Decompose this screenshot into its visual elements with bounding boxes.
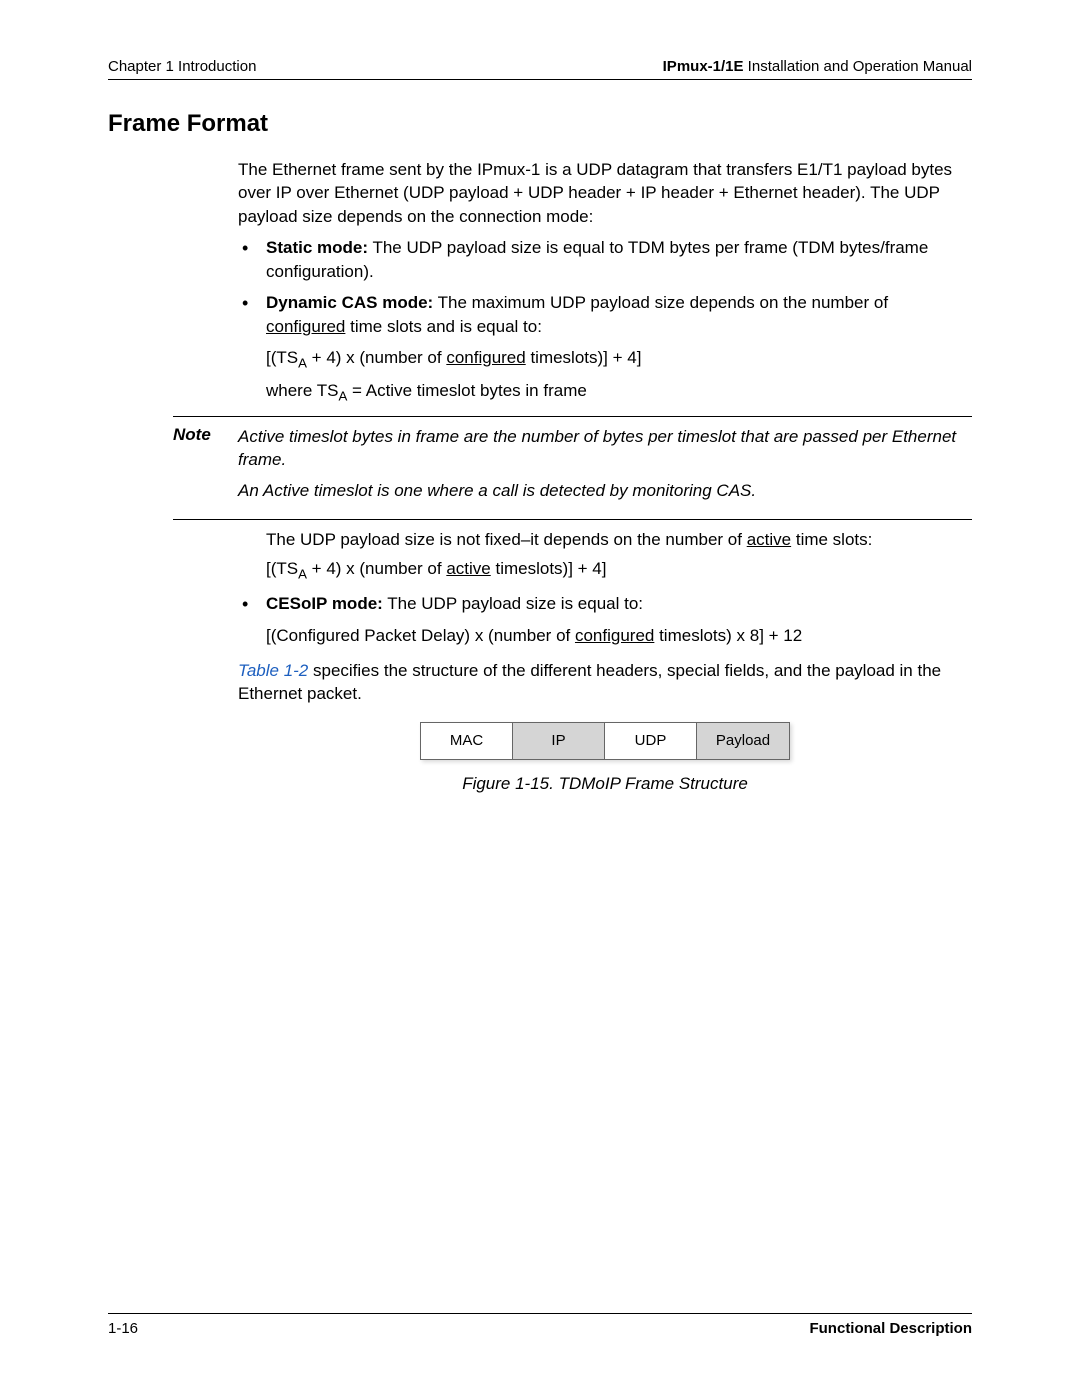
closing-text: specifies the structure of the different…	[238, 661, 941, 703]
dynamic-formula: [(TSA + 4) x (number of configured times…	[266, 346, 972, 373]
af-pre: [(TS	[266, 559, 298, 578]
closing-paragraph: Table 1-2 specifies the structure of the…	[238, 659, 972, 706]
dynamic-text-post: time slots and is equal to:	[345, 317, 542, 336]
note-line-2: An Active timeslot is one where a call i…	[238, 479, 972, 502]
note-text: Active timeslot bytes in frame are the n…	[238, 425, 972, 511]
manual-label: IPmux-1/1E Installation and Operation Ma…	[663, 58, 972, 75]
note-line-1: Active timeslot bytes in frame are the n…	[238, 425, 972, 472]
ces-end: timeslots) x 8] + 12	[654, 626, 802, 645]
where-pre: where TS	[266, 381, 338, 400]
list-item: Dynamic CAS mode: The maximum UDP payloa…	[238, 291, 972, 338]
figure-caption: Figure 1-15. TDMoIP Frame Structure	[238, 774, 972, 794]
static-mode-label: Static mode:	[266, 238, 368, 257]
chapter-label: Chapter 1 Introduction	[108, 58, 256, 75]
cesoip-formula: [(Configured Packet Delay) x (number of …	[266, 624, 972, 647]
cesoip-text: The UDP payload size is equal to:	[383, 594, 643, 613]
note-label: Note	[173, 425, 238, 511]
dynamic-mode-label: Dynamic CAS mode:	[266, 293, 433, 312]
ces-pre: [(Configured Packet Delay) x (number of	[266, 626, 575, 645]
intro-paragraph: The Ethernet frame sent by the IPmux-1 i…	[238, 158, 972, 228]
active-formula: [(TSA + 4) x (number of active timeslots…	[266, 557, 972, 584]
frame-cell: UDP	[605, 723, 697, 759]
af-sub: A	[298, 567, 307, 582]
formula-u: configured	[446, 348, 525, 367]
list-item: CESoIP mode: The UDP payload size is equ…	[238, 592, 972, 615]
table-reference-link[interactable]: Table 1-2	[238, 661, 308, 680]
af-u: active	[446, 559, 490, 578]
cesoip-label: CESoIP mode:	[266, 594, 383, 613]
after-note-para: The UDP payload size is not fixed–it dep…	[266, 528, 972, 551]
page-footer: 1-16 Functional Description	[108, 1313, 972, 1337]
formula-pre: [(TS	[266, 348, 298, 367]
frame-cell: IP	[513, 723, 605, 759]
where-sub: A	[338, 388, 347, 403]
manual-bold: IPmux-1/1E	[663, 58, 744, 75]
dynamic-underlined: configured	[266, 317, 345, 336]
after-note-u: active	[747, 530, 791, 549]
frame-structure-diagram: MACIPUDPPayload	[420, 722, 790, 760]
figure-wrap: MACIPUDPPayload	[238, 722, 972, 760]
cesoip-list: CESoIP mode: The UDP payload size is equ…	[238, 592, 972, 615]
where-clause: where TSA = Active timeslot bytes in fra…	[266, 379, 972, 406]
formula-sub: A	[298, 356, 307, 371]
formula-end: timeslots)] + 4]	[526, 348, 642, 367]
section-title: Frame Format	[108, 110, 972, 138]
page-header: Chapter 1 Introduction IPmux-1/1E Instal…	[108, 58, 972, 80]
formula-mid: + 4) x (number of	[307, 348, 446, 367]
af-end: timeslots)] + 4]	[491, 559, 607, 578]
after-note-pre: The UDP payload size is not fixed–it dep…	[266, 530, 747, 549]
page-number: 1-16	[108, 1320, 138, 1337]
frame-cell: MAC	[421, 723, 513, 759]
note-block: Note Active timeslot bytes in frame are …	[173, 416, 972, 520]
dynamic-text-pre: The maximum UDP payload size depends on …	[433, 293, 888, 312]
list-item: Static mode: The UDP payload size is equ…	[238, 236, 972, 283]
af-mid: + 4) x (number of	[307, 559, 446, 578]
mode-list: Static mode: The UDP payload size is equ…	[238, 236, 972, 338]
after-note-post: time slots:	[791, 530, 872, 549]
footer-section: Functional Description	[809, 1320, 972, 1337]
manual-rest: Installation and Operation Manual	[744, 58, 972, 75]
frame-cell: Payload	[697, 723, 789, 759]
where-post: = Active timeslot bytes in frame	[347, 381, 587, 400]
ces-u: configured	[575, 626, 654, 645]
